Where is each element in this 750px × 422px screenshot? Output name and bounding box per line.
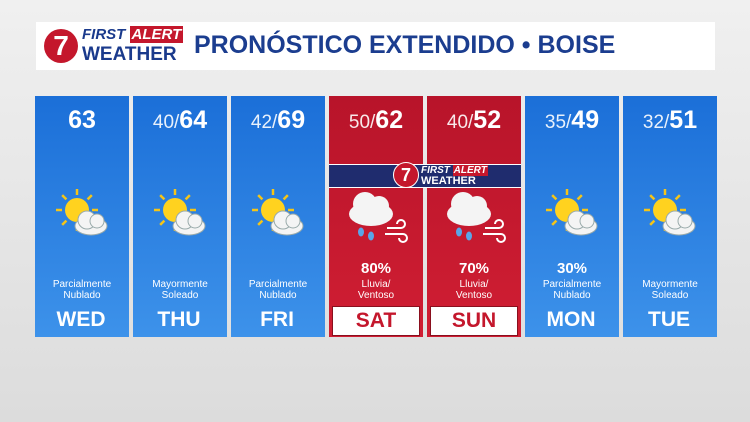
temperatures: 35/49 — [525, 106, 619, 135]
condition-line: Parcialmente — [542, 279, 602, 290]
day-column: 63 Parcialmente Nublado WED — [35, 96, 129, 337]
condition-line: Parcialmente — [248, 279, 308, 290]
high-temp: 69 — [277, 106, 306, 134]
title: PRONÓSTICO EXTENDIDO • BOISE — [194, 31, 616, 59]
high-temp: 62 — [375, 106, 404, 134]
day-label: SUN — [430, 306, 518, 336]
high-temp: 49 — [571, 106, 600, 134]
low-temp: 40 — [446, 112, 469, 133]
condition-line: Nublado — [259, 290, 297, 301]
temp-separator: / — [566, 112, 572, 133]
condition-line: Nublado — [63, 290, 101, 301]
logo-first-alert: FIRST ALERT — [82, 26, 184, 43]
condition-line: Mayormente — [642, 279, 698, 290]
weather-icon — [47, 186, 117, 251]
logo-number: 7 — [44, 29, 78, 63]
precip-chance: 70% — [458, 260, 490, 277]
precip-chance: 80% — [360, 260, 392, 277]
day-column: 50/62 80% Lluvia/Ventoso SAT — [329, 96, 423, 337]
sun-cloud-icon — [644, 189, 696, 236]
logo-weather: WEATHER — [82, 44, 177, 65]
temp-separator: / — [272, 112, 278, 133]
day-label: THU — [157, 308, 201, 331]
badge-first-alert: FIRST ALERT — [421, 165, 488, 176]
temperatures: 63 — [35, 106, 129, 135]
low-temp: 32 — [642, 112, 665, 133]
temperatures: 40/52 — [427, 106, 521, 135]
logo-alert: ALERT — [129, 26, 184, 43]
day-label: TUE — [648, 308, 690, 331]
condition-line: Soleado — [161, 290, 199, 301]
temperatures: 42/69 — [231, 106, 325, 135]
temperatures: 32/51 — [623, 106, 717, 135]
badge-alert: ALERT — [452, 165, 488, 176]
first-alert-badge: 7 FIRST ALERT WEATHER — [329, 162, 521, 188]
condition: Mayormente Soleado — [623, 279, 717, 301]
temp-separator: / — [468, 112, 474, 133]
condition-line: Lluvia/ — [459, 279, 489, 290]
sun-cloud-icon — [252, 189, 304, 236]
condition: Parcialmente Nublado — [35, 279, 129, 301]
weather-icon — [439, 186, 511, 251]
header-bar: 7 FIRST ALERT WEATHER PRONÓSTICO EXTENDI… — [36, 22, 715, 70]
day-column: 35/49 30% Parcialmente Nublado MON — [525, 96, 619, 337]
weather-icon — [341, 186, 413, 251]
condition: Parcialmente Nublado — [231, 279, 325, 301]
precip-chance: 30% — [556, 260, 588, 277]
weather-icon — [635, 186, 705, 251]
low-temp: 50 — [348, 112, 371, 133]
temp-separator: / — [174, 112, 180, 133]
rain-wind-icon — [349, 192, 408, 243]
condition: Mayormente Soleado — [133, 279, 227, 301]
logo-first: FIRST — [82, 26, 126, 43]
day-column: 40/52 70% Lluvia/Ventoso SUN — [427, 96, 521, 337]
weather-icon — [145, 186, 215, 251]
badge-weather: WEATHER — [421, 175, 476, 187]
badge-first: FIRST — [421, 165, 450, 176]
weather-icon — [243, 186, 313, 251]
condition-line: Nublado — [553, 290, 591, 301]
condition-line: Parcialmente — [52, 279, 112, 290]
day-column: 42/69 Parcialmente Nublado FRI — [231, 96, 325, 337]
condition-line: Ventoso — [455, 290, 493, 301]
high-temp: 64 — [179, 106, 208, 134]
day-label: FRI — [260, 308, 294, 331]
high-temp: 63 — [68, 106, 96, 134]
low-temp: 40 — [152, 112, 175, 133]
badge-number: 7 — [393, 162, 419, 188]
condition-line: Soleado — [651, 290, 689, 301]
day-column: 40/64 Mayormente Soleado THU — [133, 96, 227, 337]
temp-separator: / — [370, 112, 376, 133]
high-temp: 52 — [473, 106, 502, 134]
weather-icon — [537, 186, 607, 251]
temperatures: 40/64 — [133, 106, 227, 135]
high-temp: 51 — [669, 106, 698, 134]
day-label: SAT — [332, 306, 420, 336]
sun-cloud-icon — [154, 189, 206, 236]
low-temp: 42 — [250, 112, 273, 133]
day-label: MON — [546, 308, 596, 331]
condition-line: Mayormente — [152, 279, 208, 290]
condition-line: Lluvia/ — [361, 279, 391, 290]
temp-separator: / — [664, 112, 670, 133]
day-label: WED — [56, 308, 106, 331]
day-column: 32/51 Mayormente Soleado TUE — [623, 96, 717, 337]
sun-cloud-icon — [546, 189, 598, 236]
condition: Parcialmente Nublado — [525, 279, 619, 301]
sun-cloud-icon — [56, 189, 108, 236]
rain-wind-icon — [447, 192, 506, 243]
condition: Lluvia/Ventoso — [427, 279, 521, 301]
temperatures: 50/62 — [329, 106, 423, 135]
condition: Lluvia/Ventoso — [329, 279, 423, 301]
low-temp: 35 — [544, 112, 567, 133]
condition-line: Ventoso — [357, 290, 395, 301]
